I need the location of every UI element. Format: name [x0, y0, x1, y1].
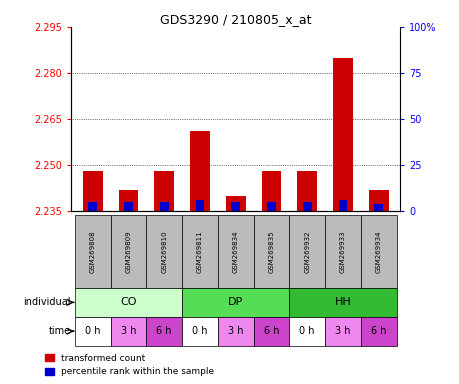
Bar	[75, 215, 110, 288]
Text: 3 h: 3 h	[121, 326, 136, 336]
Bar	[368, 190, 388, 211]
Text: 0 h: 0 h	[299, 326, 314, 336]
Bar	[88, 202, 97, 211]
Text: GSM269934: GSM269934	[375, 230, 381, 273]
Bar	[261, 171, 281, 211]
Bar	[182, 288, 289, 317]
Bar	[118, 190, 138, 211]
Text: GSM269835: GSM269835	[268, 230, 274, 273]
Bar	[297, 171, 316, 211]
Bar	[190, 131, 209, 211]
Bar	[253, 317, 289, 346]
Text: DP: DP	[228, 297, 243, 308]
Legend: transformed count, percentile rank within the sample: transformed count, percentile rank withi…	[41, 350, 218, 380]
Bar	[225, 196, 245, 211]
Text: 6 h: 6 h	[156, 326, 172, 336]
Text: CO: CO	[120, 297, 136, 308]
Bar	[325, 215, 360, 288]
Bar	[182, 317, 218, 346]
Text: 6 h: 6 h	[263, 326, 279, 336]
Bar	[289, 317, 325, 346]
Bar	[338, 200, 347, 211]
Text: GSM269933: GSM269933	[339, 230, 345, 273]
Bar	[75, 288, 182, 317]
Bar	[253, 215, 289, 288]
Bar	[110, 215, 146, 288]
Text: GSM269810: GSM269810	[161, 230, 167, 273]
Bar	[374, 204, 382, 211]
Text: GSM269811: GSM269811	[196, 230, 202, 273]
Bar	[83, 171, 102, 211]
Bar	[146, 317, 182, 346]
Bar	[182, 215, 218, 288]
Bar	[146, 215, 182, 288]
Title: GDS3290 / 210805_x_at: GDS3290 / 210805_x_at	[160, 13, 311, 26]
Bar	[75, 317, 110, 346]
Text: GSM269809: GSM269809	[125, 230, 131, 273]
Text: 0 h: 0 h	[192, 326, 207, 336]
Bar	[325, 317, 360, 346]
Text: HH: HH	[334, 297, 351, 308]
Text: GSM269808: GSM269808	[90, 230, 95, 273]
Bar	[332, 58, 352, 211]
Bar	[289, 215, 325, 288]
Text: GSM269932: GSM269932	[303, 230, 309, 273]
Bar	[154, 171, 174, 211]
Bar	[124, 202, 133, 211]
Bar	[159, 202, 168, 211]
Bar	[360, 215, 396, 288]
Text: 3 h: 3 h	[335, 326, 350, 336]
Bar	[218, 317, 253, 346]
Bar	[360, 317, 396, 346]
Bar	[231, 202, 240, 211]
Bar	[195, 200, 204, 211]
Bar	[302, 202, 311, 211]
Text: 6 h: 6 h	[370, 326, 386, 336]
Text: individual: individual	[23, 297, 70, 308]
Bar	[289, 288, 396, 317]
Bar	[218, 215, 253, 288]
Text: time: time	[48, 326, 70, 336]
Bar	[110, 317, 146, 346]
Text: GSM269834: GSM269834	[232, 230, 238, 273]
Bar	[267, 202, 275, 211]
Text: 0 h: 0 h	[85, 326, 100, 336]
Text: 3 h: 3 h	[228, 326, 243, 336]
